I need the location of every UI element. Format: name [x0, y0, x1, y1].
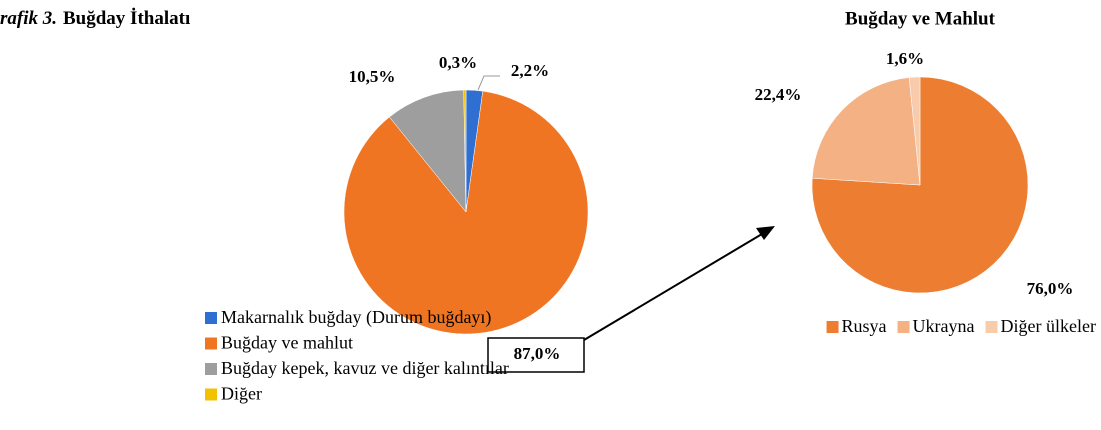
pie-slice	[811, 77, 921, 186]
arrow-line	[583, 233, 763, 341]
pie-slice	[463, 89, 467, 213]
title-label: rafik 3.	[0, 8, 57, 29]
chart-title: rafik 3. Buğday İthalatı	[0, 8, 190, 29]
arrow-head	[756, 226, 775, 240]
data-label: 2,2%	[511, 61, 549, 80]
legend-swatch	[826, 321, 839, 333]
pie-slice	[908, 76, 921, 186]
data-label: 76,0%	[1027, 279, 1074, 298]
legend-label: Rusya	[842, 316, 887, 336]
leader-line	[477, 75, 500, 91]
data-label: 22,4%	[755, 85, 802, 104]
chart-title: Buğday ve Mahlut	[845, 8, 996, 29]
legend-label: Diğer ülkeler	[1001, 316, 1096, 336]
pie-slice	[389, 89, 467, 213]
legend-swatch	[897, 321, 910, 333]
legend-label: Makarnalık buğday (Durum buğdayı)	[221, 307, 491, 328]
label-box	[487, 337, 585, 373]
data-label: 87,0%	[514, 344, 561, 363]
data-label: 0,3%	[439, 53, 477, 72]
data-label: 1,6%	[886, 49, 924, 68]
pie-slice	[811, 76, 1029, 294]
legend-swatch	[205, 337, 217, 350]
legend-swatch	[205, 363, 217, 375]
legend-swatch	[205, 312, 217, 324]
legend-label: Ukrayna	[913, 316, 975, 336]
legend-swatch	[205, 388, 217, 401]
legend-label: Diğer	[221, 384, 262, 404]
data-label: 10,5%	[349, 67, 396, 86]
pie-slice	[343, 90, 589, 335]
title-text: Buğday İthalatı	[63, 8, 190, 29]
legend-label: Buğday ve mahlut	[221, 333, 353, 353]
legend-label: Buğday kepek, kavuz ve diğer kalıntılar	[221, 358, 509, 378]
legend-swatch	[985, 321, 998, 333]
